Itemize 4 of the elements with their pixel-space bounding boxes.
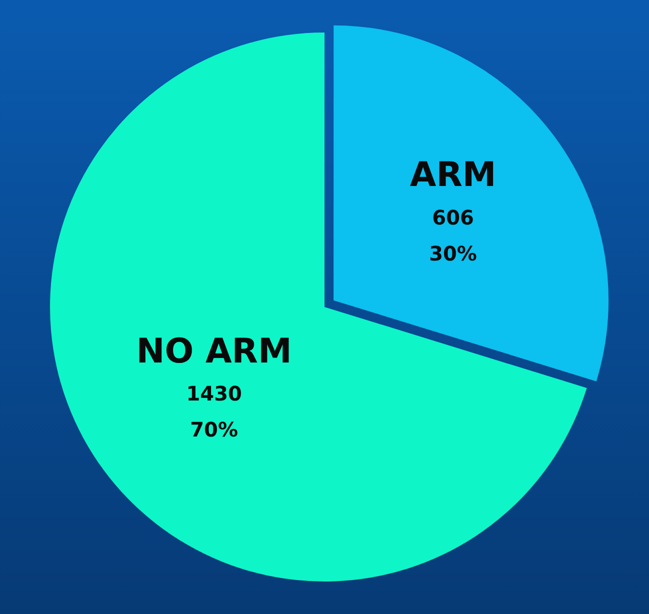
data-label: 606 30% [429, 205, 477, 266]
data-label: 1430 70% [186, 382, 242, 442]
slice-label: ARM [410, 154, 496, 195]
slice-label: NO ARM [136, 331, 292, 372]
